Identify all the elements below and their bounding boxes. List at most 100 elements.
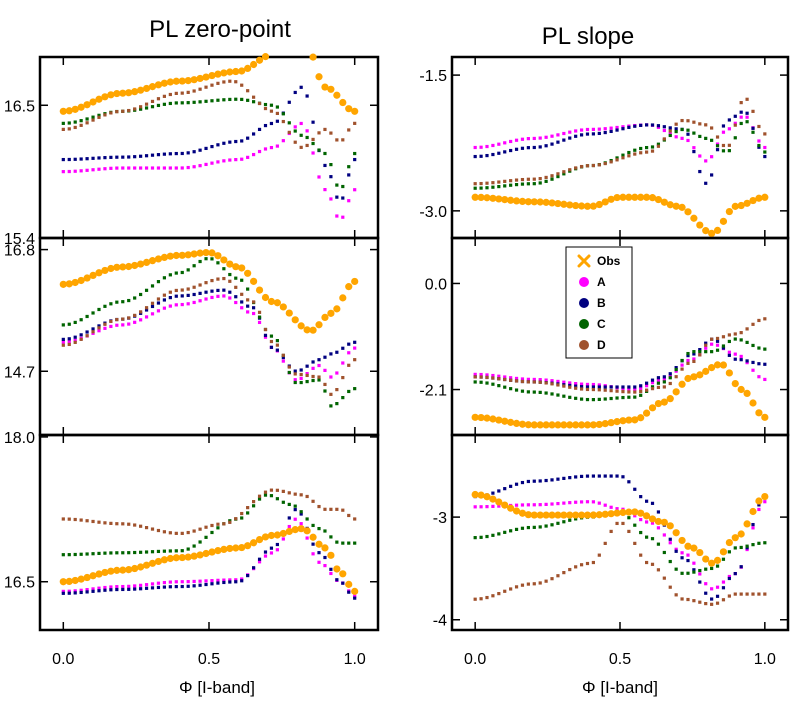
data-point xyxy=(299,493,303,497)
data-point xyxy=(530,511,538,519)
data-point xyxy=(180,166,184,170)
data-point xyxy=(757,346,761,350)
data-point xyxy=(317,175,321,179)
data-point xyxy=(597,397,601,402)
data-point xyxy=(103,588,107,592)
data-point xyxy=(650,521,655,525)
data-point xyxy=(202,549,210,558)
data-point xyxy=(643,409,651,417)
data-point xyxy=(591,398,595,402)
data-point xyxy=(59,578,67,586)
data-point xyxy=(127,584,131,588)
data-point xyxy=(61,337,65,341)
data-point xyxy=(311,378,315,383)
data-point xyxy=(139,587,143,591)
data-point xyxy=(234,517,238,521)
data-point xyxy=(721,586,726,590)
data-point xyxy=(275,119,279,123)
data-point xyxy=(246,310,250,314)
data-point xyxy=(627,125,631,129)
data-point xyxy=(178,251,186,259)
data-point xyxy=(520,177,525,182)
data-point xyxy=(473,380,477,384)
data-point xyxy=(751,592,755,596)
data-point xyxy=(662,576,666,580)
data-point xyxy=(556,172,560,176)
data-point xyxy=(103,167,107,171)
data-point xyxy=(329,197,333,201)
data-point xyxy=(520,137,525,141)
data-point xyxy=(645,150,649,154)
data-point xyxy=(192,285,196,289)
data-point xyxy=(662,137,666,141)
data-point xyxy=(347,199,351,203)
data-point xyxy=(680,551,684,555)
data-point xyxy=(477,413,485,422)
data-point xyxy=(483,414,491,422)
data-point xyxy=(341,138,345,142)
data-point xyxy=(287,502,291,507)
data-point xyxy=(589,511,597,519)
data-point xyxy=(520,182,525,186)
data-point xyxy=(121,109,125,113)
data-point xyxy=(520,526,525,530)
data-point xyxy=(650,123,655,127)
data-point xyxy=(627,150,631,155)
data-point xyxy=(507,418,515,426)
data-point xyxy=(198,100,202,104)
data-point xyxy=(609,160,613,164)
data-point xyxy=(524,421,532,429)
data-point xyxy=(121,317,125,321)
data-point xyxy=(85,121,89,125)
data-point xyxy=(674,567,678,571)
data-point xyxy=(139,292,143,297)
data-point xyxy=(715,343,720,347)
data-point xyxy=(621,390,625,394)
data-point xyxy=(686,358,690,363)
data-point xyxy=(178,77,186,85)
data-point xyxy=(579,164,584,169)
data-point xyxy=(710,173,714,177)
data-point xyxy=(293,517,297,521)
data-point xyxy=(97,115,101,119)
data-point xyxy=(142,258,151,267)
data-point xyxy=(251,300,256,304)
data-point xyxy=(144,154,149,158)
data-point xyxy=(220,545,228,553)
data-point xyxy=(329,535,333,539)
data-point xyxy=(139,310,143,314)
data-point xyxy=(107,567,115,575)
data-point xyxy=(222,288,226,292)
data-point xyxy=(321,313,329,322)
data-point xyxy=(121,587,125,592)
data-point xyxy=(530,198,538,206)
data-point xyxy=(613,418,621,426)
data-point xyxy=(650,562,655,566)
data-point xyxy=(121,155,125,159)
data-point xyxy=(501,501,509,509)
data-point xyxy=(156,581,161,585)
data-point xyxy=(743,389,751,398)
data-point xyxy=(763,132,767,136)
data-point xyxy=(650,145,655,149)
data-point xyxy=(67,553,71,557)
data-point xyxy=(645,388,649,392)
data-point xyxy=(85,334,89,338)
data-point xyxy=(222,276,226,281)
data-point xyxy=(645,123,649,127)
data-point xyxy=(719,548,728,556)
data-point xyxy=(585,561,590,566)
data-point xyxy=(607,510,615,518)
data-point xyxy=(648,404,657,412)
x-tick-label: 1.0 xyxy=(754,651,776,668)
data-point xyxy=(615,125,619,130)
data-point xyxy=(562,571,566,575)
data-point xyxy=(639,495,643,499)
data-point xyxy=(574,517,578,521)
data-point xyxy=(704,591,708,595)
data-point xyxy=(625,508,633,516)
data-point xyxy=(674,122,678,126)
data-point xyxy=(198,583,202,587)
data-point xyxy=(216,98,220,102)
data-point xyxy=(240,83,244,87)
